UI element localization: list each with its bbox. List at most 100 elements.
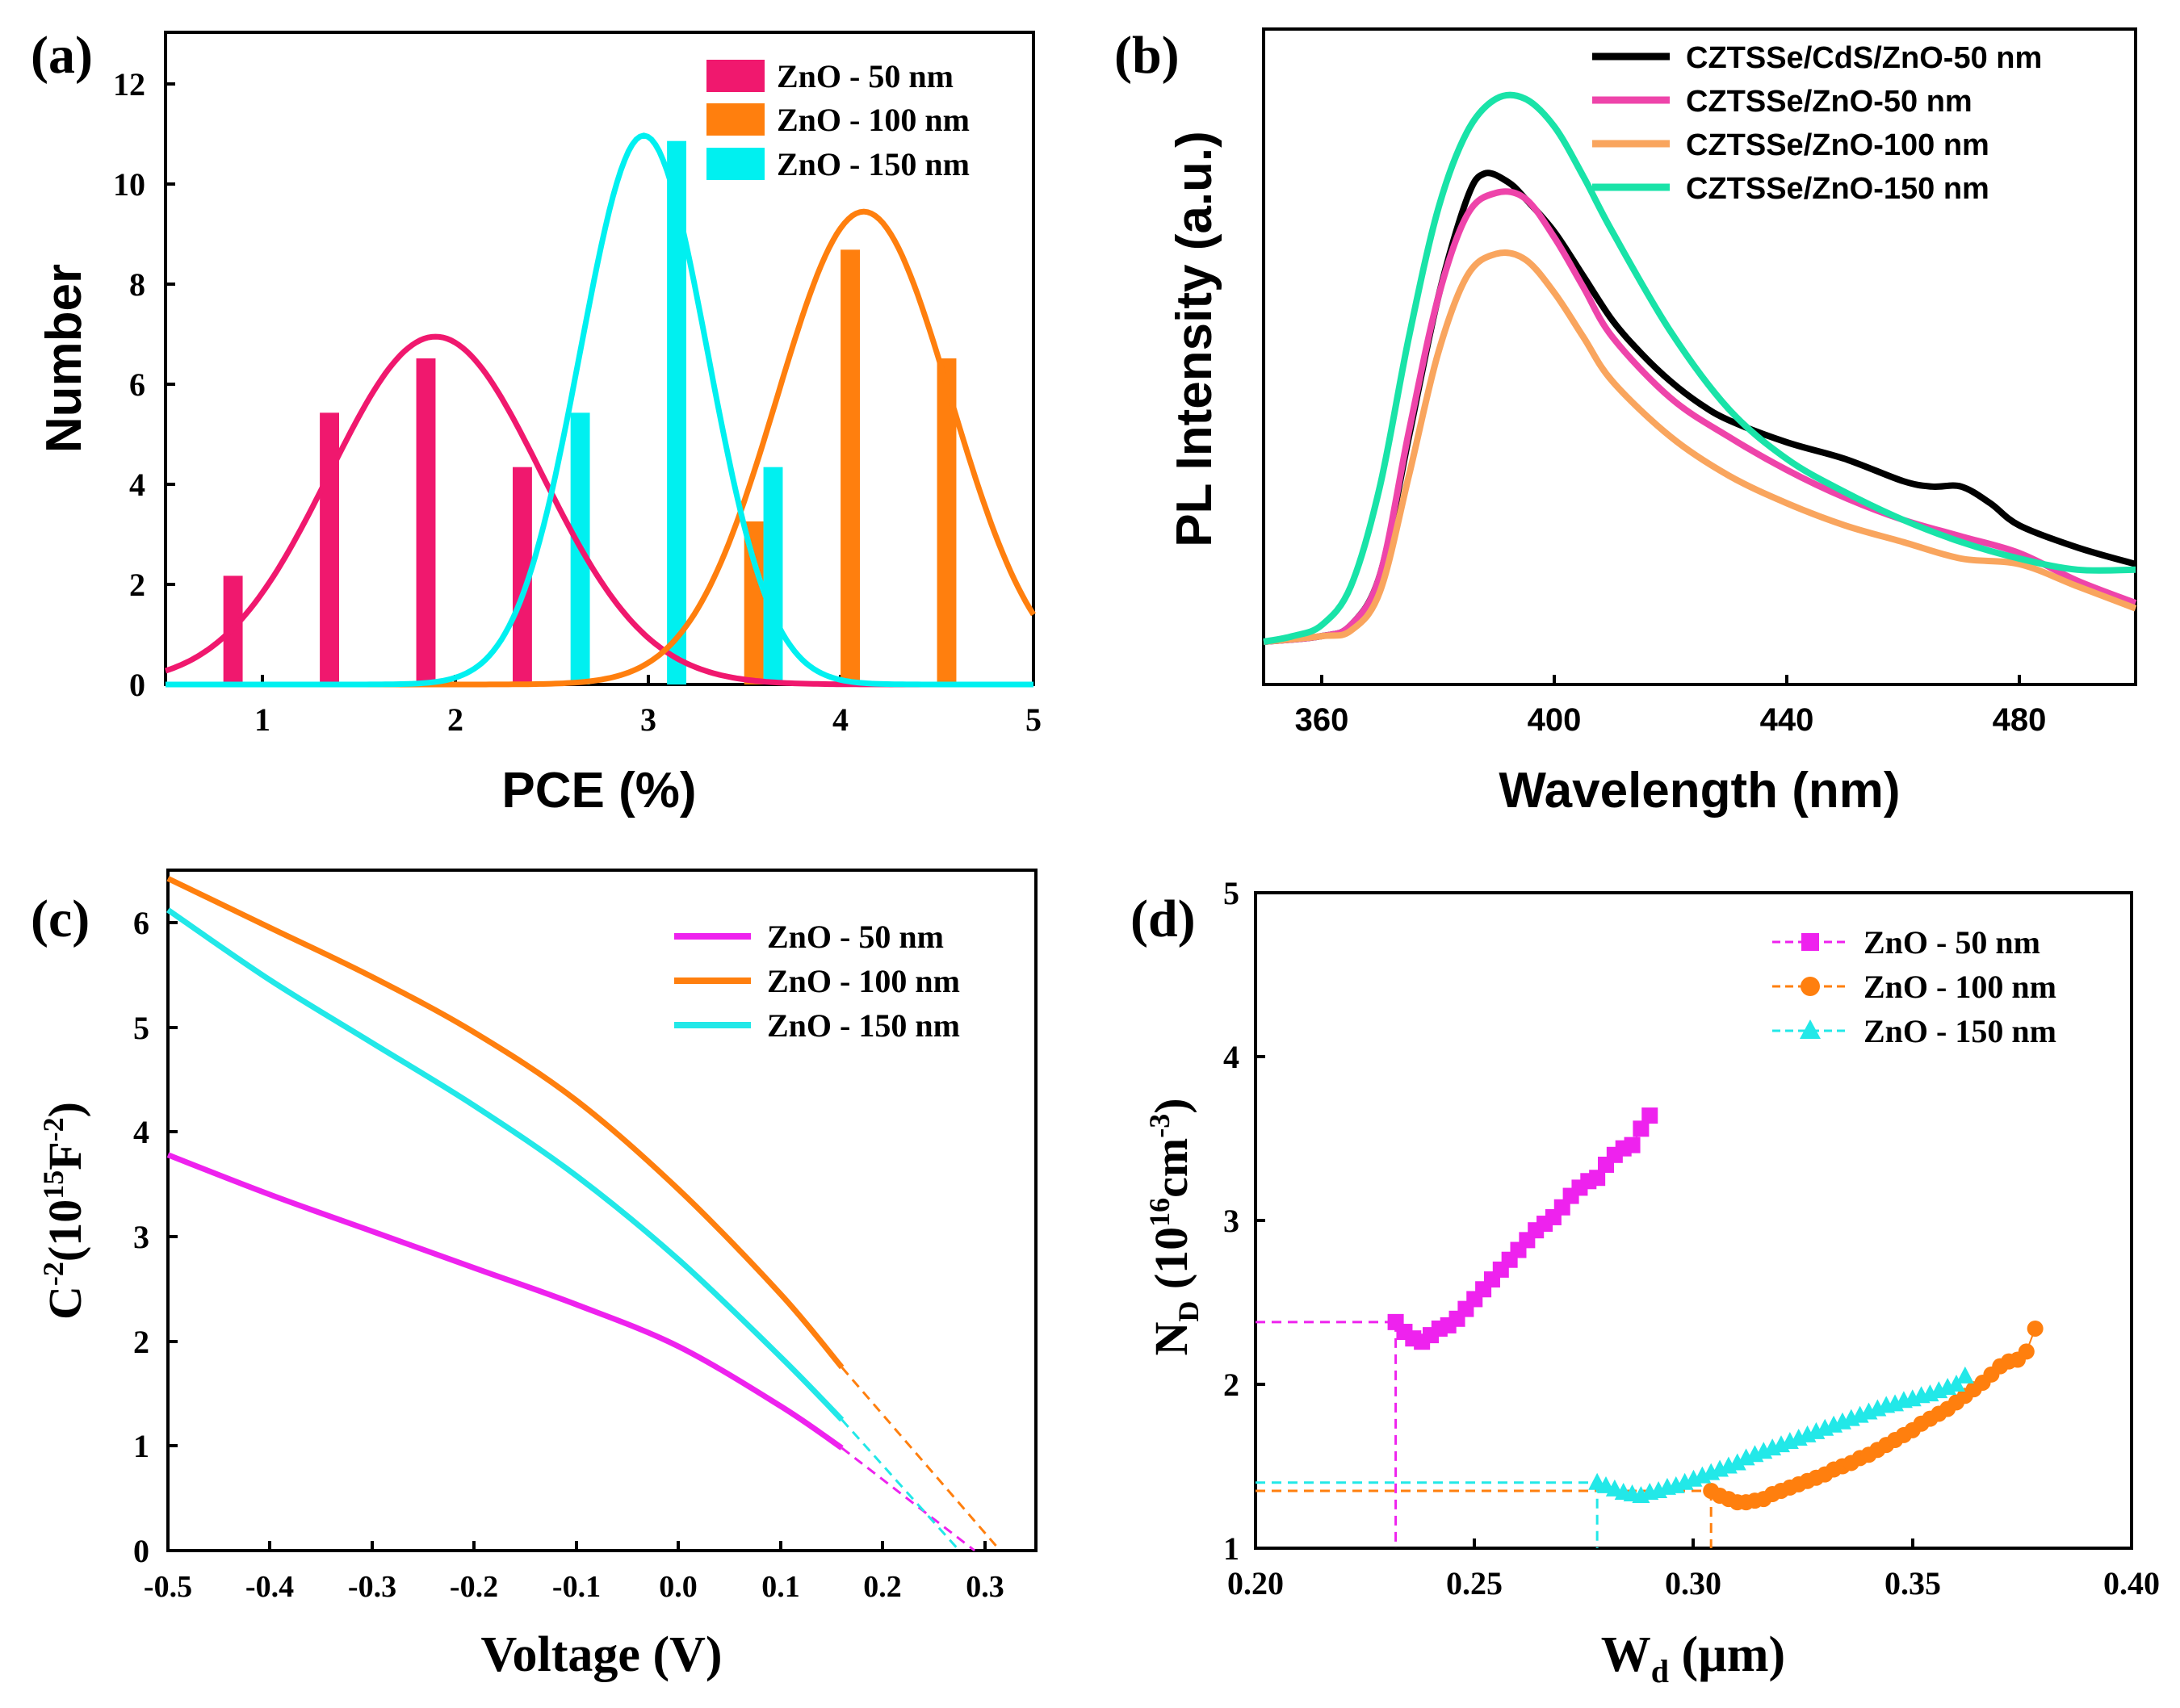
y-tick-label: 4	[129, 467, 145, 503]
y-tick-label: 2	[133, 1324, 149, 1360]
x-tick-label: 2	[447, 701, 463, 738]
x-ticks-b: 360 400 440 480	[1295, 675, 2047, 738]
pl-curves-b	[1263, 91, 2137, 645]
fit-curve	[164, 333, 1033, 688]
y-tick-label: 6	[133, 905, 149, 941]
x-tick-label: 0.35	[1884, 1565, 1941, 1601]
legend-swatch	[706, 103, 765, 136]
x-tick-label: -0.2	[450, 1570, 498, 1604]
x-ticks-c: -0.5 -0.4 -0.3 -0.2 -0.1 0.0 0.1 0.2 0.3	[144, 1541, 1004, 1604]
legend-label: ZnO - 50 nm	[767, 919, 944, 955]
cv-curve	[166, 876, 845, 1370]
cv-curves-c	[166, 876, 1001, 1552]
pl-curve	[1263, 249, 2137, 645]
panel-d: 0.20 0.25 0.30 0.35 0.40 1 2 3 4 5 Wd (µ…	[1143, 875, 2160, 1689]
legend-marker	[1800, 1019, 1821, 1039]
y-tick-label: 10	[113, 166, 145, 203]
plot-area-c	[166, 869, 1038, 1552]
bar	[763, 467, 783, 684]
legend-marker	[1801, 977, 1820, 996]
x-tick-label: -0.5	[144, 1570, 192, 1604]
y-tick-label: 5	[133, 1010, 149, 1046]
legend-label: CZTSSe/ZnO-50 nm	[1686, 85, 1972, 119]
bar	[937, 358, 957, 684]
y-tick-label: 3	[133, 1219, 149, 1255]
bar	[744, 521, 764, 684]
x-tick-label: 1	[254, 701, 270, 738]
nd-points-d	[1256, 1107, 2044, 1548]
y-tick-label: 3	[1223, 1203, 1239, 1239]
y-tick-label: 12	[113, 66, 145, 103]
panel-c: -0.5 -0.4 -0.3 -0.2 -0.1 0.0 0.1 0.2 0.3…	[37, 869, 1038, 1682]
y-tick-label: 2	[129, 567, 145, 603]
y-tick-label: 1	[133, 1428, 149, 1464]
y-tick-label: 4	[1223, 1039, 1239, 1075]
x-ticks-a: 1 2 3 4 5	[254, 675, 1042, 738]
x-tick-label: 4	[832, 701, 849, 738]
legend-label: CZTSSe/ZnO-100 nm	[1686, 128, 1989, 162]
x-tick-label: 0.40	[2103, 1565, 2160, 1601]
x-tick-label: 0.3	[966, 1570, 1004, 1604]
x-tick-label: 440	[1760, 702, 1814, 738]
y-tick-label: 8	[129, 266, 145, 303]
extrapolation-line	[841, 1446, 976, 1552]
data-point	[2018, 1343, 2035, 1360]
legend-label: ZnO - 50 nm	[777, 58, 954, 94]
data-point	[1956, 1366, 1974, 1384]
panel-label-b: (b)	[1114, 26, 1180, 85]
x-axis-label-b: Wavelength (nm)	[1499, 763, 1900, 818]
legend-label: ZnO - 50 nm	[1863, 924, 2040, 961]
x-tick-label: -0.1	[552, 1570, 601, 1604]
legend-label: CZTSSe/CdS/ZnO-50 nm	[1686, 41, 2042, 75]
legend-label: ZnO - 150 nm	[767, 1007, 960, 1044]
y-ticks-c: 0 1 2 3 4 5 6	[133, 905, 178, 1569]
fit-curve	[166, 208, 1036, 688]
data-point	[1641, 1107, 1658, 1124]
x-tick-label: 3	[640, 701, 656, 738]
bars-a	[223, 140, 957, 684]
panel-a: 1 2 3 4 5 0 2 4 6 8 10 12 PCE (%) Number	[36, 31, 1042, 818]
y-tick-label: 1	[1223, 1530, 1239, 1567]
legend-d: ZnO - 50 nm ZnO - 100 nm ZnO - 150 nm	[1772, 924, 2056, 1049]
y-tick-label: 0	[133, 1533, 149, 1569]
legend-marker	[1801, 933, 1819, 951]
y-ticks-a: 0 2 4 6 8 10 12	[113, 66, 175, 703]
data-point	[2027, 1320, 2044, 1337]
extrapolation-line	[841, 1418, 961, 1552]
data-point	[1589, 1170, 1606, 1187]
x-tick-label: 400	[1528, 702, 1582, 738]
legend-label: ZnO - 100 nm	[767, 963, 960, 999]
legend-label: CZTSSe/ZnO-150 nm	[1686, 172, 1989, 206]
extrapolation-line	[841, 1367, 1001, 1551]
bar	[416, 358, 436, 684]
x-tick-label: 0.1	[761, 1570, 800, 1604]
y-tick-label: 4	[133, 1114, 149, 1150]
x-tick-label: -0.3	[348, 1570, 396, 1604]
y-axis-label-a: Number	[36, 264, 92, 453]
y-axis-label-b: PL Intensity (a.u.)	[1167, 131, 1222, 547]
y-axis-label-c: C-2(1015F-2)	[37, 1102, 91, 1320]
bar	[320, 412, 339, 684]
legend-a: ZnO - 50 nm ZnO - 100 nm ZnO - 150 nm	[706, 58, 970, 182]
data-point	[1624, 1137, 1641, 1153]
fit-curves-a	[164, 132, 1036, 688]
x-tick-label: -0.4	[245, 1570, 294, 1604]
panel-label-d: (d)	[1130, 890, 1196, 948]
x-tick-label: 360	[1295, 702, 1349, 738]
x-tick-label: 5	[1025, 701, 1042, 738]
legend-label: ZnO - 150 nm	[1863, 1013, 2056, 1049]
x-tick-label: 0.2	[863, 1570, 902, 1604]
x-axis-label-a: PCE (%)	[501, 763, 696, 818]
y-tick-label: 0	[129, 667, 145, 703]
panel-b: 360 400 440 480 Wavelength (nm) PL Inten…	[1167, 27, 2137, 818]
bar	[513, 467, 532, 684]
y-tick-label: 5	[1223, 875, 1239, 911]
legend-label: ZnO - 100 nm	[777, 102, 970, 138]
x-axis-label-d: Wd (µm)	[1601, 1627, 1785, 1689]
bar	[841, 249, 860, 684]
x-tick-label: 480	[1993, 702, 2047, 738]
legend-label: ZnO - 150 nm	[777, 146, 970, 182]
legend-b: CZTSSe/CdS/ZnO-50 nm CZTSSe/ZnO-50 nm CZ…	[1592, 41, 2042, 206]
x-axis-label-c: Voltage (V)	[480, 1627, 722, 1682]
